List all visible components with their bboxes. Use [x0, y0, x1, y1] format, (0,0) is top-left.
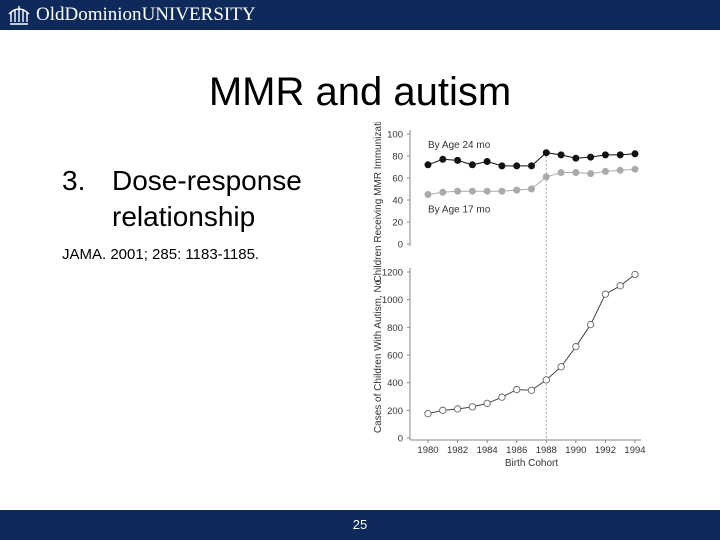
bottom-y-tick-label: 1000	[382, 295, 403, 306]
data-point-17mo	[513, 186, 521, 194]
data-point-cases	[601, 290, 610, 298]
top-y-tick-label: 60	[392, 174, 403, 185]
top-y-tick-label: 100	[387, 130, 403, 141]
data-point-17mo	[542, 173, 550, 181]
data-point-cases	[557, 363, 565, 371]
data-point-24mo	[631, 150, 639, 158]
bullet-line-1: Dose-response	[112, 165, 302, 196]
data-point-17mo	[483, 187, 491, 195]
bullet-number: 3.	[62, 165, 86, 196]
data-point-cases	[542, 376, 550, 384]
data-point-cases	[498, 393, 506, 401]
bottom-y-tick-label: 600	[387, 351, 403, 362]
data-point-24mo	[439, 155, 447, 163]
data-point-24mo	[513, 162, 521, 170]
data-point-cases	[616, 282, 624, 290]
data-point-24mo	[468, 161, 476, 169]
data-point-cases	[586, 320, 595, 329]
data-point-17mo	[631, 165, 639, 173]
annotation-24mo: By Age 24 mo	[428, 140, 491, 151]
bottom-y-tick-label: 400	[387, 378, 403, 389]
top-y-tick-label: 0	[398, 240, 403, 251]
page-number: 25	[352, 517, 368, 532]
logo-old: Old	[36, 4, 65, 25]
slide-title: MMR and autism	[0, 70, 720, 115]
bottom-y-tick-label: 800	[387, 323, 403, 334]
x-tick-label: 1984	[477, 445, 498, 456]
top-y-tick-label: 40	[392, 196, 403, 207]
bottom-y-tick-label: 1200	[382, 268, 403, 279]
slide-title-text: MMR and autism	[208, 70, 512, 114]
data-point-17mo	[557, 168, 565, 176]
annotation-17mo: By Age 17 mo	[428, 205, 491, 216]
chart-figure: 0 20 40 60 80 100 Children Receiving MMR Immun…	[355, 95, 655, 472]
x-tick-label: 1988	[536, 445, 557, 456]
x-tick-label: 1982	[447, 445, 468, 456]
data-point-17mo	[439, 188, 447, 196]
data-point-24mo	[601, 151, 609, 159]
data-point-cases	[424, 410, 432, 418]
top-y-axis-label: Children Receiving MMR Immunization, %	[373, 122, 384, 283]
data-point-cases	[527, 386, 536, 394]
data-point-17mo	[587, 170, 595, 178]
data-point-17mo	[498, 187, 506, 195]
top-y-tick-label: 80	[392, 152, 403, 163]
bottom-y-tick-label: 0	[398, 434, 403, 445]
data-point-cases	[513, 385, 521, 394]
bottom-y-axis-label: Cases of Children With Autism, No.	[373, 277, 384, 433]
x-tick-label: 1992	[595, 445, 616, 456]
data-point-cases	[631, 270, 639, 279]
data-point-24mo	[424, 161, 432, 169]
x-axis-label: Birth Cohort	[505, 458, 559, 469]
x-tick-label: 1994	[624, 445, 645, 456]
data-point-cases	[572, 343, 580, 351]
data-point-17mo	[572, 168, 580, 176]
data-point-17mo	[468, 187, 476, 195]
bullet-line-2: relationship	[112, 201, 256, 232]
data-point-cases	[439, 406, 447, 414]
data-point-24mo	[483, 157, 491, 165]
data-point-cases	[453, 405, 462, 413]
data-point-24mo	[454, 156, 462, 164]
university-logo[interactable]: OldDominionUNIVERSITY	[6, 2, 256, 28]
data-point-24mo	[557, 151, 565, 159]
data-point-24mo	[616, 151, 624, 159]
x-tick-label: 1980	[417, 445, 438, 456]
logo-dominion: Dominion	[64, 4, 142, 25]
logo-university: UNIVERSITY	[141, 4, 256, 25]
footer-bar: 25	[0, 510, 720, 540]
data-point-17mo	[601, 167, 609, 175]
data-point-cases	[468, 403, 477, 411]
data-point-24mo	[542, 149, 550, 157]
x-tick-label: 1986	[506, 445, 527, 456]
bullet-point: 3. Dose-response relationship	[62, 163, 302, 235]
data-point-24mo	[528, 162, 536, 170]
bottom-y-tick-label: 200	[387, 406, 403, 417]
data-point-cases	[483, 399, 491, 408]
data-point-24mo	[498, 162, 506, 170]
x-tick-label: 1990	[565, 445, 586, 456]
data-point-17mo	[454, 187, 462, 195]
citation: JAMA. 2001; 285: 1183-1185.	[62, 246, 260, 263]
header-bar: OldDominionUNIVERSITY	[0, 0, 720, 30]
crown-icon	[8, 6, 30, 25]
top-y-tick-label: 20	[392, 218, 403, 229]
data-point-24mo	[587, 153, 595, 161]
logo-wordmark: OldDominionUNIVERSITY	[36, 4, 256, 26]
data-point-17mo	[616, 166, 624, 174]
data-point-17mo	[528, 185, 536, 193]
data-point-24mo	[572, 154, 580, 162]
data-point-17mo	[424, 191, 432, 199]
